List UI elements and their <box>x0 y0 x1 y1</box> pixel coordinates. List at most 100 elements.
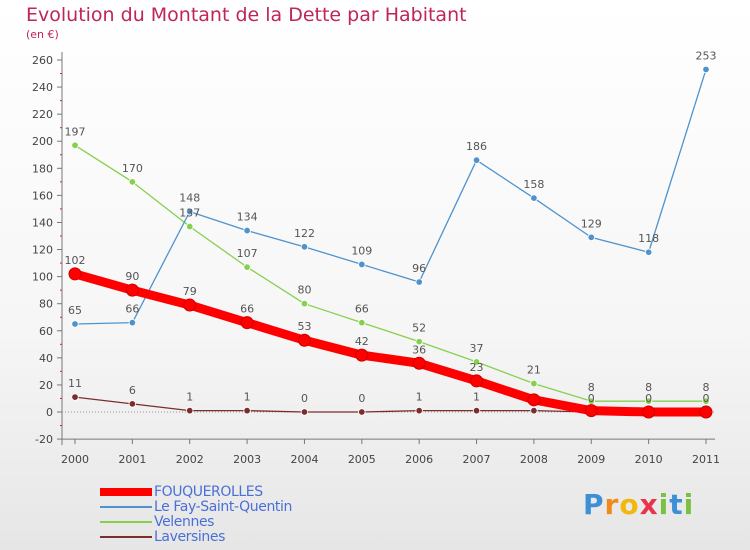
data-point <box>71 141 79 149</box>
x-tick-label: 2002 <box>176 453 204 466</box>
logo-letter: P <box>583 488 605 521</box>
legend-swatch <box>100 535 152 538</box>
data-point <box>699 405 713 419</box>
data-label: 158 <box>523 178 544 191</box>
logo-letter: x <box>639 488 659 521</box>
x-tick-label: 2003 <box>233 453 261 466</box>
data-label: 36 <box>412 343 426 356</box>
x-tick-label: 2000 <box>61 453 89 466</box>
legend-item-velennes: Velennes <box>100 513 292 530</box>
data-label: 53 <box>297 320 311 333</box>
logo-letter: o <box>619 488 640 521</box>
y-tick-label: 120 <box>32 244 53 257</box>
data-point <box>415 337 423 346</box>
data-point <box>300 243 309 251</box>
data-label: 253 <box>696 49 717 62</box>
series-line <box>70 269 711 417</box>
legend-label: Le Fay-Saint-Quentin <box>154 498 292 515</box>
logo-letter: t <box>669 488 684 521</box>
data-point <box>243 226 251 235</box>
series-line <box>74 68 707 325</box>
data-point <box>183 298 197 312</box>
data-label: 66 <box>240 303 254 316</box>
x-tick-label: 2007 <box>463 453 491 466</box>
x-tick-label: 2001 <box>118 453 146 466</box>
data-label: 8 <box>588 381 595 394</box>
data-point <box>186 406 194 415</box>
data-point <box>128 178 137 186</box>
data-label: 1 <box>473 391 480 404</box>
data-point <box>472 406 481 415</box>
legend-swatch <box>100 487 152 496</box>
y-tick-label: 220 <box>32 108 53 121</box>
y-tick-label: 0 <box>46 406 53 419</box>
proxiti-logo: Proxiti <box>583 488 694 521</box>
y-tick-label: 160 <box>32 189 53 202</box>
y-tick-label: 180 <box>32 162 53 175</box>
data-label: 134 <box>237 211 258 224</box>
x-tick-label: 2005 <box>348 453 376 466</box>
data-label: 0 <box>358 392 365 405</box>
data-point <box>584 404 598 418</box>
legend-label: Velennes <box>154 513 215 530</box>
legend-item-fouquerolles: FOUQUEROLLES <box>100 483 292 500</box>
data-point <box>240 316 254 330</box>
data-point <box>68 267 82 281</box>
data-point <box>530 379 538 388</box>
legend-label: Laversines <box>154 528 225 545</box>
data-point <box>530 194 538 202</box>
legend-item-le-fay-saint-quentin: Le Fay-Saint-Quentin <box>100 498 292 515</box>
data-point <box>644 397 653 405</box>
data-label: 66 <box>355 303 369 316</box>
data-label: 52 <box>412 322 426 335</box>
data-point <box>186 222 194 231</box>
data-label: 21 <box>527 364 541 377</box>
y-tick-label: 240 <box>32 81 53 94</box>
data-label: 0 <box>301 392 308 405</box>
data-label: 23 <box>470 361 484 374</box>
legend-swatch <box>100 505 152 508</box>
data-point <box>472 358 481 366</box>
legend-item-laversines: Laversines <box>100 528 292 545</box>
x-tick-label: 2004 <box>290 453 318 466</box>
data-point <box>300 299 309 308</box>
data-point <box>128 400 137 408</box>
logo-letter: i <box>683 488 695 521</box>
data-point <box>472 156 481 164</box>
x-tick-label: 2008 <box>520 453 548 466</box>
data-label: 107 <box>237 247 258 260</box>
data-label: 148 <box>179 192 200 205</box>
data-point <box>358 260 366 269</box>
logo-letter: i <box>658 488 670 521</box>
chart-title: Evolution du Montant de la Dette par Hab… <box>26 4 467 26</box>
data-label: 66 <box>125 303 139 316</box>
data-label: 0 <box>588 392 595 405</box>
y-tick-label: 80 <box>39 298 53 311</box>
x-tick-label: 2010 <box>635 453 663 466</box>
data-label: 79 <box>183 285 197 298</box>
data-point <box>243 406 251 415</box>
data-label: 8 <box>703 381 710 394</box>
data-label: 122 <box>294 227 315 240</box>
data-point <box>587 233 595 242</box>
data-point <box>412 356 426 370</box>
y-tick-label: 260 <box>32 54 53 67</box>
y-tick-label: -20 <box>35 433 53 446</box>
data-label: 96 <box>412 262 426 275</box>
x-tick-label: 2009 <box>577 453 605 466</box>
data-label: 197 <box>65 125 86 138</box>
data-point <box>297 333 311 347</box>
data-point <box>702 65 710 74</box>
y-tick-label: 40 <box>39 352 53 365</box>
legend-label: FOUQUEROLLES <box>154 483 263 500</box>
data-point <box>71 320 79 328</box>
data-label: 1 <box>416 391 423 404</box>
x-tick-label: 2006 <box>405 453 433 466</box>
y-tick-label: 60 <box>39 325 53 338</box>
data-label: 129 <box>581 217 602 230</box>
data-label: 1 <box>244 391 251 404</box>
data-point <box>415 278 423 286</box>
legend: FOUQUEROLLES Le Fay-Saint-Quentin Velenn… <box>100 483 292 545</box>
data-point <box>358 318 366 327</box>
y-tick-label: 100 <box>32 271 53 284</box>
